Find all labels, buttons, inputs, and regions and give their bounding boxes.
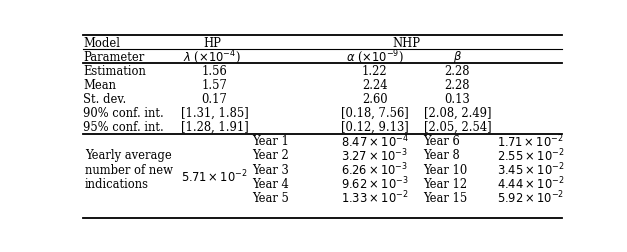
Text: Year 5: Year 5 xyxy=(252,191,289,204)
Text: $\lambda$ ($\times 10^{-4}$): $\lambda$ ($\times 10^{-4}$) xyxy=(183,48,241,66)
Text: [0.12, 9.13]: [0.12, 9.13] xyxy=(341,121,409,134)
Text: $4.44 \times 10^{-2}$: $4.44 \times 10^{-2}$ xyxy=(497,175,564,192)
Text: Parameter: Parameter xyxy=(83,51,144,64)
Text: $6.26 \times 10^{-3}$: $6.26 \times 10^{-3}$ xyxy=(341,161,408,178)
Text: Estimation: Estimation xyxy=(83,65,146,78)
Text: $1.71 \times 10^{-2}$: $1.71 \times 10^{-2}$ xyxy=(497,133,564,149)
Text: [1.31, 1.85]: [1.31, 1.85] xyxy=(181,107,248,120)
Text: Yearly average: Yearly average xyxy=(85,149,171,162)
Text: Year 15: Year 15 xyxy=(423,191,468,204)
Text: 2.28: 2.28 xyxy=(445,65,470,78)
Text: [2.08, 2.49]: [2.08, 2.49] xyxy=(424,107,491,120)
Text: number of new: number of new xyxy=(85,163,172,176)
Text: Year 10: Year 10 xyxy=(423,163,468,176)
Text: [1.28, 1.91]: [1.28, 1.91] xyxy=(181,121,248,134)
Text: $5.92 \times 10^{-2}$: $5.92 \times 10^{-2}$ xyxy=(497,189,564,206)
Text: Year 2: Year 2 xyxy=(252,149,288,162)
Text: $8.47 \times 10^{-4}$: $8.47 \times 10^{-4}$ xyxy=(341,133,409,149)
Text: 0.17: 0.17 xyxy=(201,93,228,106)
Text: Year 1: Year 1 xyxy=(252,135,289,148)
Text: 1.22: 1.22 xyxy=(362,65,387,78)
Text: $\alpha$ ($\times 10^{-9}$): $\alpha$ ($\times 10^{-9}$) xyxy=(346,48,404,66)
Text: $9.62 \times 10^{-3}$: $9.62 \times 10^{-3}$ xyxy=(341,175,409,192)
Text: $\beta$: $\beta$ xyxy=(453,49,462,65)
Text: 1.57: 1.57 xyxy=(201,79,228,92)
Text: Mean: Mean xyxy=(83,79,116,92)
Text: $5.71 \times 10^{-2}$: $5.71 \times 10^{-2}$ xyxy=(181,168,248,185)
Text: 2.28: 2.28 xyxy=(445,79,470,92)
Text: [0.18, 7.56]: [0.18, 7.56] xyxy=(341,107,409,120)
Text: Year 8: Year 8 xyxy=(423,149,460,162)
Text: St. dev.: St. dev. xyxy=(83,93,127,106)
Text: 2.60: 2.60 xyxy=(362,93,387,106)
Text: Year 12: Year 12 xyxy=(423,177,468,190)
Text: NHP: NHP xyxy=(393,37,420,50)
Text: indications: indications xyxy=(85,177,149,190)
Text: Year 6: Year 6 xyxy=(423,135,460,148)
Text: 90% conf. int.: 90% conf. int. xyxy=(83,107,164,120)
Text: 2.24: 2.24 xyxy=(362,79,387,92)
Text: 0.13: 0.13 xyxy=(445,93,470,106)
Text: 1.56: 1.56 xyxy=(201,65,228,78)
Text: $3.45 \times 10^{-2}$: $3.45 \times 10^{-2}$ xyxy=(497,161,564,178)
Text: $1.33 \times 10^{-2}$: $1.33 \times 10^{-2}$ xyxy=(341,189,409,206)
Text: [2.05, 2.54]: [2.05, 2.54] xyxy=(424,121,491,134)
Text: HP: HP xyxy=(203,37,221,50)
Text: 95% conf. int.: 95% conf. int. xyxy=(83,121,164,134)
Text: Year 3: Year 3 xyxy=(252,163,288,176)
Text: Model: Model xyxy=(83,37,120,50)
Text: $3.27 \times 10^{-3}$: $3.27 \times 10^{-3}$ xyxy=(341,147,408,164)
Text: $2.55 \times 10^{-2}$: $2.55 \times 10^{-2}$ xyxy=(497,147,564,164)
Text: Year 4: Year 4 xyxy=(252,177,288,190)
